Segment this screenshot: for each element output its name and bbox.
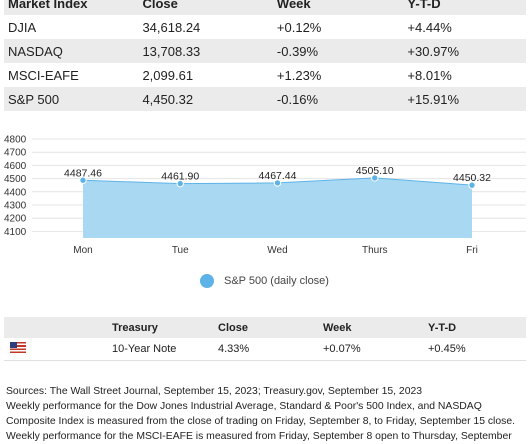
data-label: 4487.46	[64, 167, 102, 179]
index-ytd: +8.01%	[407, 67, 452, 83]
data-point	[468, 181, 476, 189]
y-tick-label: 4100	[4, 227, 27, 238]
data-point	[371, 174, 379, 182]
y-tick-label: 4800	[4, 135, 27, 146]
data-label: 4461.90	[161, 171, 199, 183]
index-close: 4,450.32	[142, 91, 194, 107]
header-treasury: Treasury	[112, 321, 158, 334]
index-close: 34,618.24	[142, 19, 201, 35]
table-row: NASDAQ 13,708.33 -0.39% +30.97%	[4, 39, 526, 63]
data-point	[273, 179, 282, 187]
data-label: 4467.44	[259, 170, 297, 182]
header-market-index: Market Index	[8, 0, 88, 11]
index-week: -0.16%	[276, 91, 319, 107]
header-week: Week	[323, 321, 352, 334]
index-ytd: +30.97%	[407, 43, 460, 59]
index-name: NASDAQ	[8, 43, 63, 59]
note-line: Sources: The Wall Street Journal, Septem…	[6, 386, 423, 397]
chart-legend: S&P 500 (daily close)	[200, 274, 329, 288]
treasury-name: 10-Year Note	[112, 343, 177, 355]
y-tick-label: 4400	[4, 187, 27, 198]
market-index-table: Market Index Close Week Y-T-D DJIA 34,61…	[4, 0, 526, 111]
table-row: DJIA 34,618.24 +0.12% +4.44%	[4, 15, 526, 39]
us-flag-icon	[10, 342, 26, 353]
y-tick-label: 4700	[4, 148, 27, 159]
header-ytd: Y-T-D	[428, 321, 457, 334]
y-tick-label: 4500	[4, 174, 27, 185]
header-week: Week	[276, 0, 311, 11]
data-label: 4450.32	[453, 172, 491, 184]
treasury-table-header: Treasury Close Week Y-T-D	[4, 317, 526, 338]
data-point	[79, 176, 87, 184]
index-week: +0.12%	[276, 19, 322, 35]
index-ytd: +15.91%	[407, 91, 460, 107]
table-row: MSCI-EAFE 2,099.61 +1.23% +8.01%	[4, 63, 526, 87]
flag-cell	[4, 342, 112, 356]
table-row: S&P 500 4,450.32 -0.16% +15.91%	[4, 87, 526, 111]
x-tick-label: Mon	[73, 245, 92, 256]
header-close: Close	[218, 321, 248, 334]
y-tick-label: 4200	[4, 214, 27, 225]
index-close: 2,099.61	[142, 67, 194, 83]
y-tick-label: 4300	[4, 201, 27, 212]
series-area	[83, 177, 472, 238]
header-close: Close	[142, 0, 178, 11]
treasury-ytd: +0.45%	[428, 343, 466, 355]
treasury-table: Treasury Close Week Y-T-D 10-Year Note 4…	[4, 317, 526, 361]
market-table-header: Market Index Close Week Y-T-D	[4, 0, 526, 15]
treasury-close: 4.33%	[218, 343, 250, 355]
x-tick-label: Thurs	[362, 245, 388, 256]
x-tick-label: Tue	[172, 245, 189, 256]
index-name: DJIA	[8, 19, 37, 35]
legend-marker	[200, 274, 214, 288]
data-point	[176, 179, 184, 188]
index-week: -0.39%	[276, 43, 319, 59]
index-week: +1.23%	[276, 67, 322, 83]
legend-label: S&P 500 (daily close)	[224, 275, 329, 287]
data-label: 4505.10	[356, 165, 394, 177]
source-notes: Sources: The Wall Street Journal, Septem…	[6, 384, 530, 444]
note-line: Composite Index is measured from the clo…	[6, 416, 515, 427]
x-tick-label: Fri	[466, 245, 478, 256]
treasury-week: +0.07%	[323, 343, 361, 355]
index-name: S&P 500	[8, 91, 60, 107]
header-ytd: Y-T-D	[407, 0, 441, 11]
index-close: 13,708.33	[142, 43, 201, 59]
x-tick-label: Wed	[267, 245, 287, 256]
y-tick-label: 4600	[4, 161, 27, 172]
index-ytd: +4.44%	[407, 19, 452, 35]
sp500-area-chart: 4100 4200 4300 4400 4500 4600 4700 4800 4487.46 4…	[4, 135, 526, 256]
note-line: Weekly performance for the Dow Jones Ind…	[6, 401, 482, 412]
note-line: Weekly performance for the MSCI-EAFE is …	[6, 431, 512, 442]
index-name: MSCI-EAFE	[8, 67, 79, 83]
table-row: 10-Year Note 4.33% +0.07% +0.45%	[4, 338, 526, 361]
